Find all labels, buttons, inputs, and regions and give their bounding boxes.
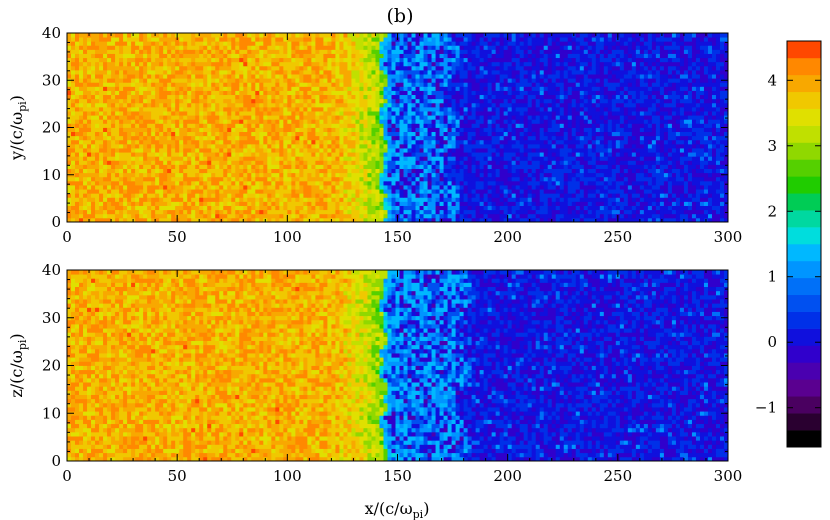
colorbar-swatch [787,244,821,261]
colorbar-swatch [787,159,821,176]
colorbar-swatch [787,126,821,143]
colorbar: −1 0 1 2 3 4 [755,41,821,447]
colorbar-swatch [787,109,821,126]
colorbar-tick-label: 2 [767,202,777,220]
y-tick-label: 0 [51,213,61,231]
x-tick-label: 100 [273,228,302,246]
colorbar-swatch [787,261,821,278]
colorbar-swatch [787,430,821,447]
y-tick-label: 0 [51,452,61,470]
colorbar-swatch [787,295,821,312]
colorbar-swatch [787,312,821,329]
x-tick-label: 0 [62,228,72,246]
colorbar-tick-label: 1 [767,268,777,286]
colorbar-swatch [787,193,821,210]
colorbar-tick-label: 3 [767,137,777,155]
colorbar-swatch [787,176,821,193]
x-tick-label: 250 [604,228,633,246]
y-tick-label: 40 [42,24,61,42]
colorbar-swatch [787,413,821,430]
colorbar-swatch [787,362,821,379]
colorbar-swatch [787,396,821,413]
colorbar-swatch [787,92,821,109]
y-tick-label: 10 [42,404,61,422]
colorbar-tick-label: 4 [767,71,777,89]
y-axis-label-top: y/(c/ωpi) [7,95,29,161]
y-tick-label: 20 [42,119,61,137]
colorbar-swatch [787,329,821,346]
y-tick-label: 20 [42,357,61,375]
heatmap-bottom [67,270,728,461]
colorbar-swatch [787,278,821,295]
heatmap-top [67,33,728,222]
x-tick-label: 50 [168,467,187,485]
colorbar-swatch [787,58,821,75]
colorbar-tick-label: 0 [767,333,777,351]
colorbar-tick-label: −1 [755,399,777,417]
x-tick-label: 300 [714,228,743,246]
colorbar-swatch [787,41,821,58]
chart-title: (b) [387,5,414,27]
colorbar-swatch [787,346,821,363]
x-tick-label: 150 [383,228,412,246]
colorbar-swatch [787,143,821,160]
x-tick-label: 200 [493,228,522,246]
colorbar-swatch [787,75,821,92]
x-tick-label: 100 [273,467,302,485]
colorbar-swatch [787,227,821,244]
x-tick-label: 150 [383,467,412,485]
colorbar-swatch [787,210,821,227]
x-tick-label: 0 [62,467,72,485]
x-tick-label: 300 [714,467,743,485]
x-tick-label: 50 [168,228,187,246]
x-axis-label: x/(c/ωpi) [365,499,430,520]
y-axis-label-bottom: z/(c/ωpi) [7,333,29,397]
panel-bottom: 0 50 100 150 200 250 300 0 10 20 30 40 z/(c/ωpi) [7,261,742,485]
y-tick-label: 30 [42,309,61,327]
y-tick-label: 30 [42,71,61,89]
y-tick-label: 10 [42,166,61,184]
x-tick-label: 250 [604,467,633,485]
x-tick-label: 200 [493,467,522,485]
y-tick-label: 40 [42,261,61,279]
colorbar-swatch [787,379,821,396]
panel-top: 0 50 100 150 200 250 300 0 10 20 30 40 y/(c/ωpi) [7,24,742,246]
